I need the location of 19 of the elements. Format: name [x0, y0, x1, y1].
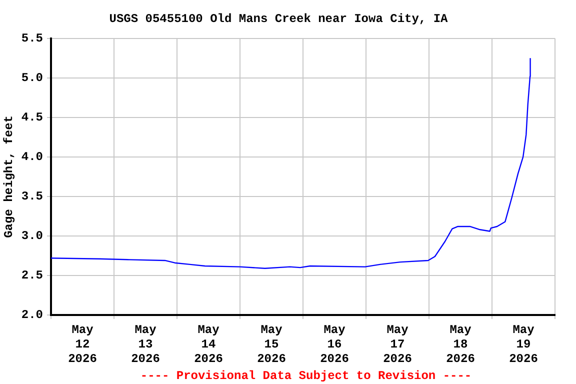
y-tick-label: 5.5: [21, 31, 43, 46]
y-tick-label: 2.0: [21, 308, 43, 322]
x-tick-label: May 17 2026: [383, 323, 412, 366]
x-tick-label: May 19 2026: [509, 323, 538, 366]
x-tick-label: May 18 2026: [446, 323, 475, 366]
y-tick-label: 3.0: [21, 228, 43, 243]
y-tick-label: 3.5: [21, 189, 43, 204]
x-tick-label: May 12 2026: [68, 323, 97, 366]
x-tick-label: May 15 2026: [257, 323, 286, 366]
x-tick-label: May 13 2026: [131, 323, 160, 366]
y-axis-title: Gage height, feet: [2, 115, 16, 238]
y-tick-label: 4.5: [21, 110, 43, 124]
chart-title: USGS 05455100 Old Mans Creek near Iowa City, IA: [109, 12, 449, 26]
y-tick-label: 4.0: [21, 150, 43, 164]
y-tick-label: 2.5: [21, 268, 43, 282]
x-tick-label: May 14 2026: [194, 323, 223, 366]
y-tick-label: 5.0: [21, 70, 43, 85]
text: ---- Provisional Data Subject to Revision ----: [140, 369, 472, 384]
x-tick-label: May 16 2026: [320, 323, 349, 366]
